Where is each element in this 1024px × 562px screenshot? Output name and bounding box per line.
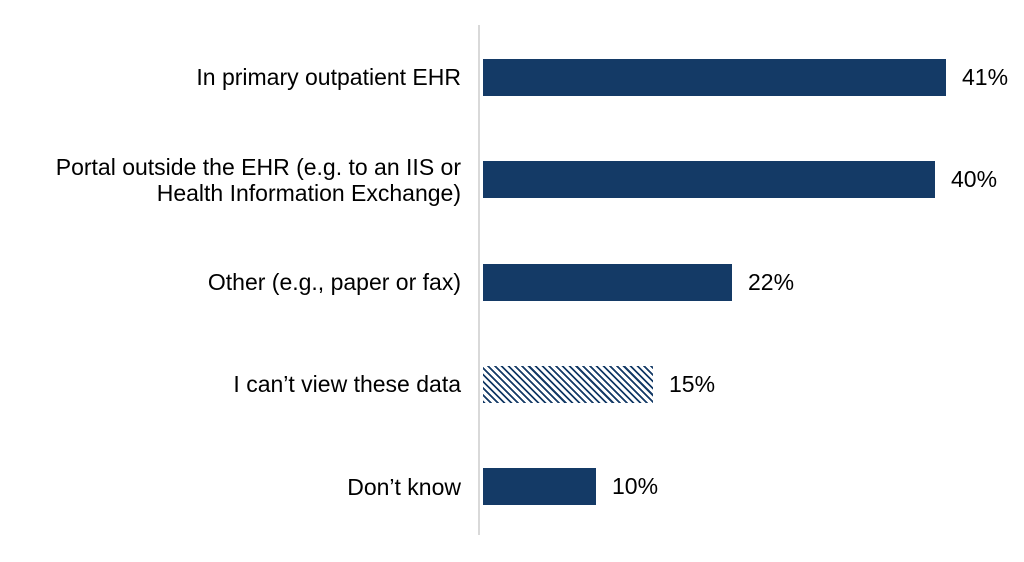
- bar-area: 10%: [478, 468, 1024, 506]
- bar-other-paper-or-fax: [483, 263, 732, 301]
- bar-area: 22%: [478, 263, 1024, 301]
- chart-row: Portal outside the EHR (e.g. to an IIS o…: [0, 128, 1024, 230]
- category-label: In primary outpatient EHR: [196, 64, 461, 91]
- bar-area: 40%: [478, 161, 1024, 199]
- y-axis-line: [478, 25, 480, 535]
- value-label: 40%: [951, 166, 998, 193]
- category-label: I can’t view these data: [233, 371, 461, 398]
- chart-row: In primary outpatient EHR 41%: [0, 26, 1024, 128]
- value-label: 41%: [962, 63, 1009, 90]
- value-label: 15%: [669, 370, 716, 397]
- category-label: Portal outside the EHR (e.g. to an IIS o…: [55, 153, 461, 206]
- bar-area: 15%: [478, 365, 1024, 403]
- chart-row: Other (e.g., paper or fax) 22%: [0, 231, 1024, 333]
- bar-portal-outside-ehr: [483, 161, 935, 199]
- value-label: 10%: [612, 473, 659, 500]
- chart-row: Don’t know 10%: [0, 436, 1024, 538]
- bar-cant-view-these-data: [483, 365, 653, 403]
- category-label: Other (e.g., paper or fax): [207, 269, 461, 296]
- chart-row: I can’t view these data 15%: [0, 333, 1024, 435]
- bar-area: 41%: [478, 58, 1024, 96]
- bar-primary-outpatient-ehr: [483, 58, 946, 96]
- category-label: Don’t know: [347, 473, 461, 500]
- chart-rows: In primary outpatient EHR 41% Portal out…: [0, 26, 1024, 538]
- value-label: 22%: [748, 268, 795, 295]
- bar-dont-know: [483, 468, 596, 506]
